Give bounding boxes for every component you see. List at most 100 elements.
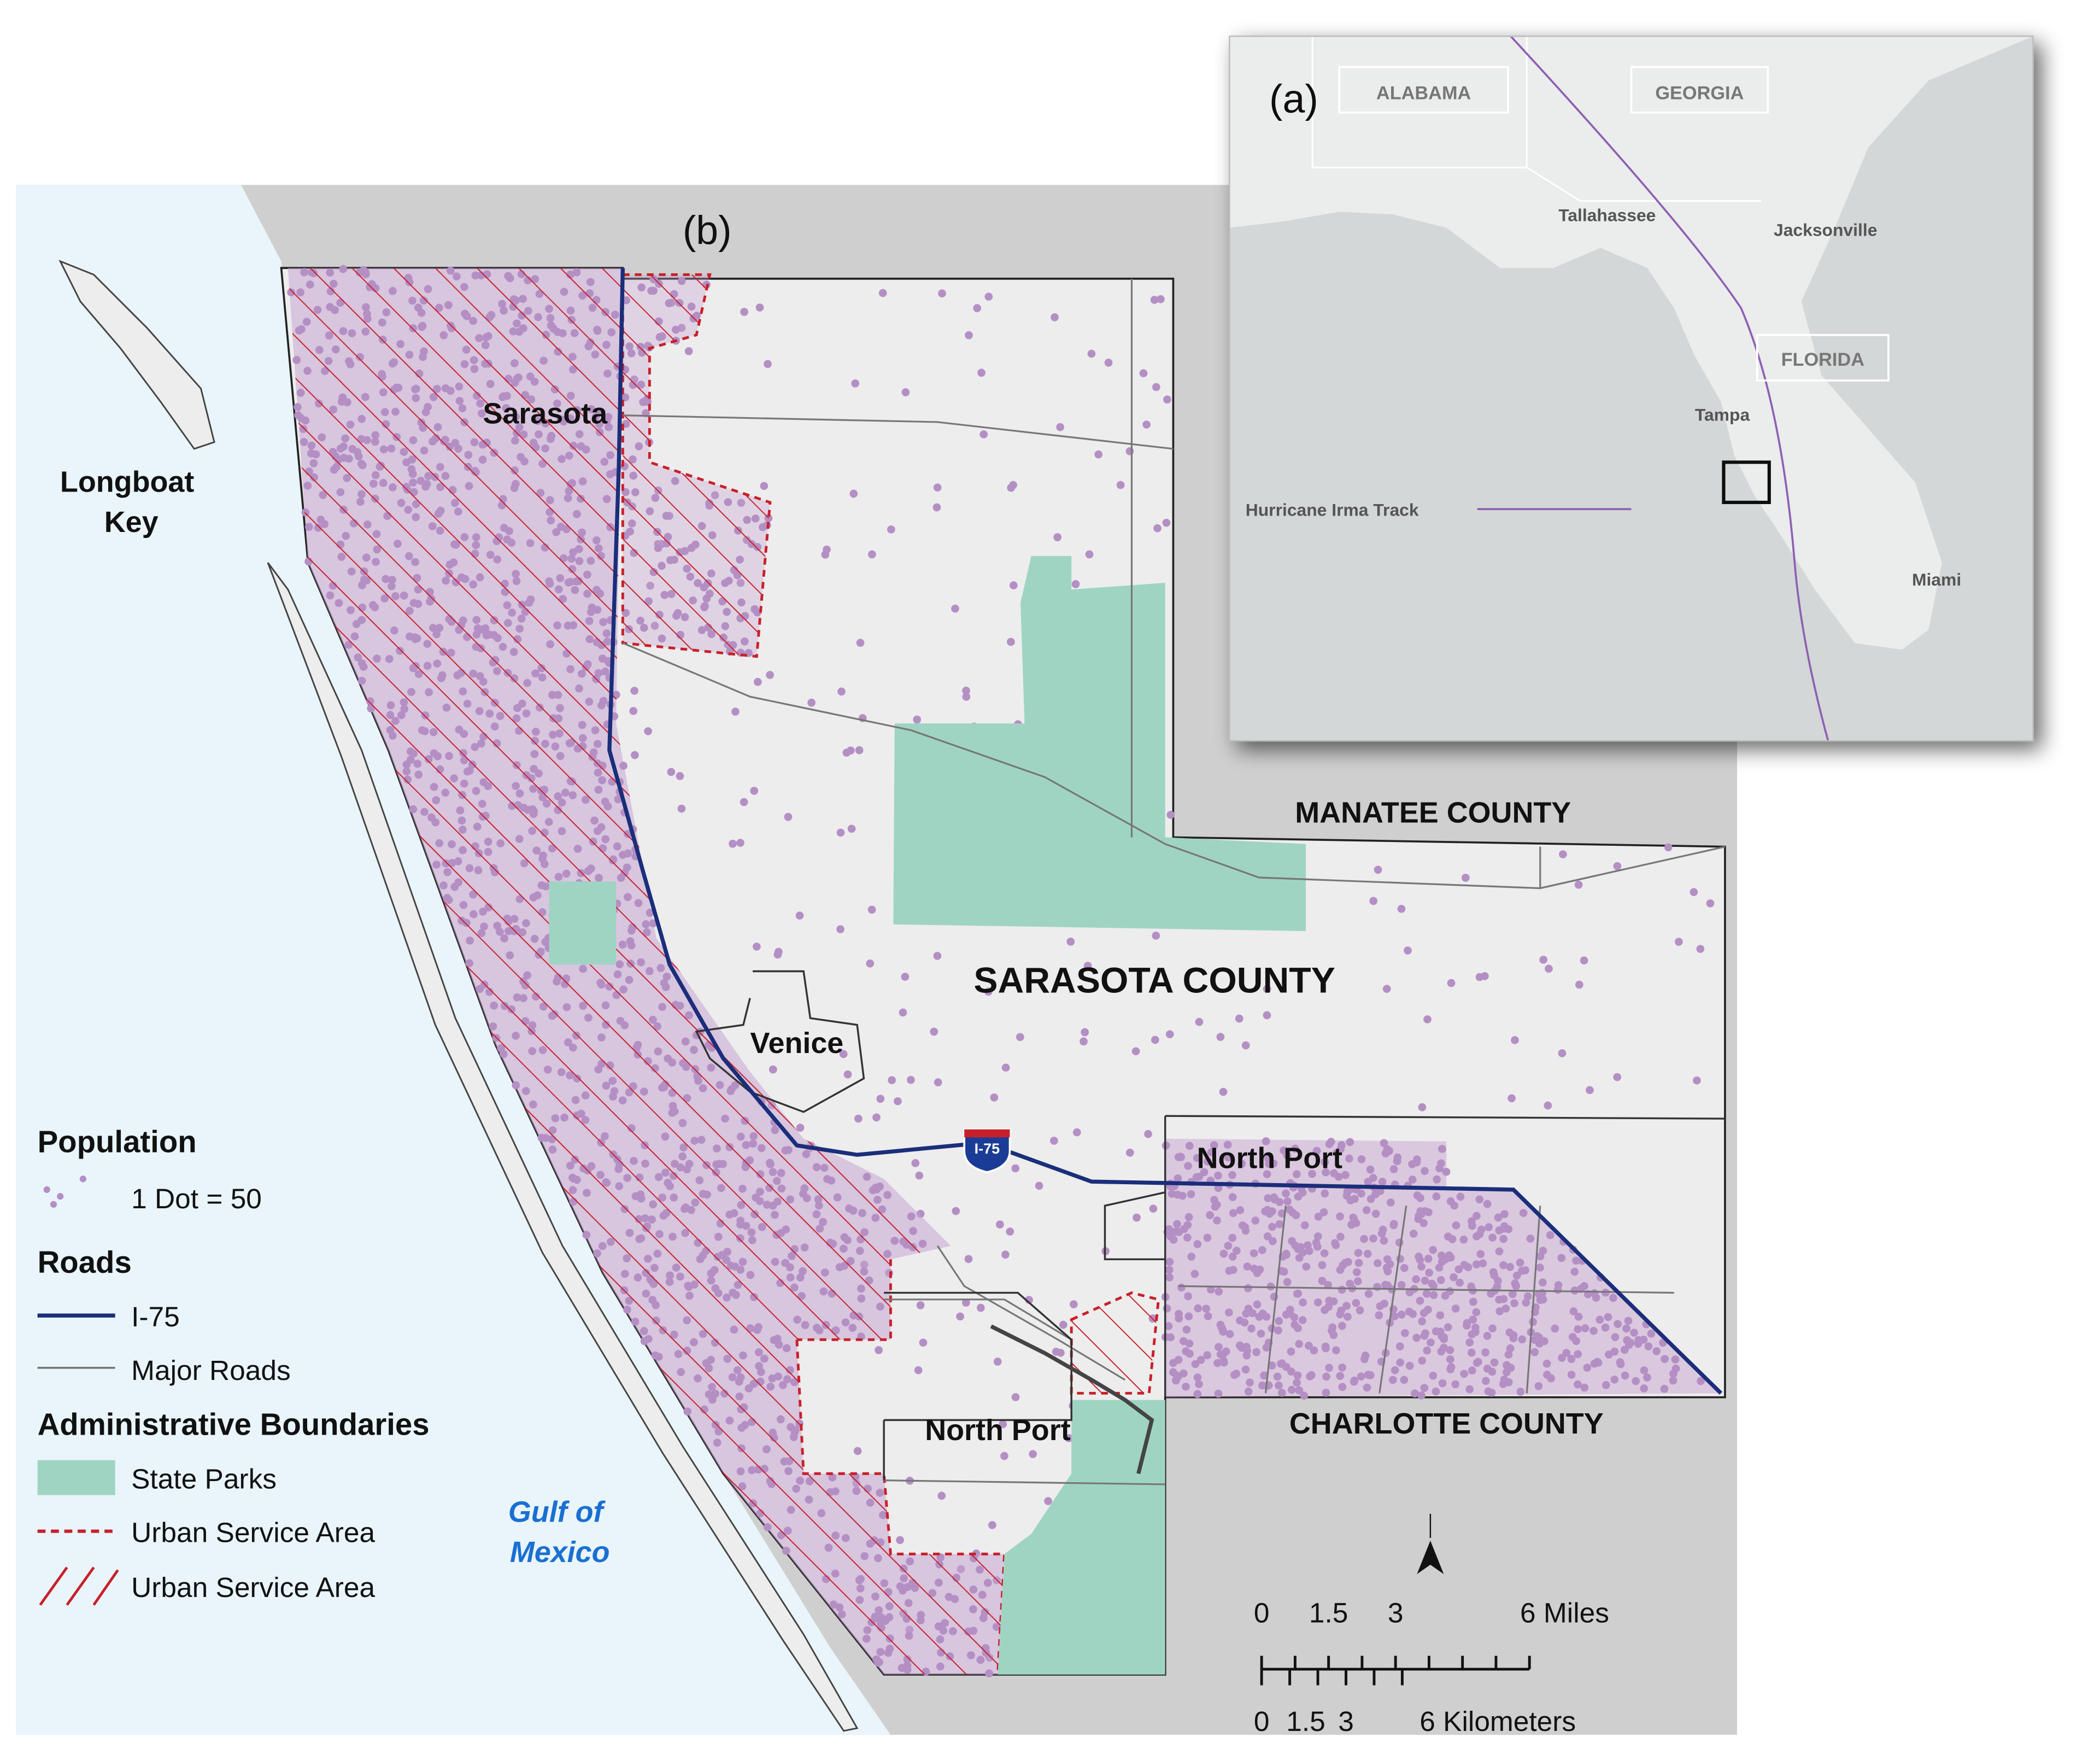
population-dot (836, 925, 844, 933)
legend-item: 1 Dot = 50 (131, 1183, 262, 1214)
legend-dot-symbol (43, 1175, 87, 1208)
population-dot (1590, 1359, 1599, 1368)
scale-label: 0 (1254, 1596, 1270, 1628)
population-dot (1357, 1155, 1366, 1163)
population-dot (1085, 550, 1094, 559)
population-dot (1275, 1198, 1284, 1207)
population-dot (901, 388, 910, 396)
inset-state-boxes (1338, 66, 1890, 382)
population-dot (1305, 1342, 1313, 1350)
population-dot (1001, 1063, 1010, 1072)
population-dot (1228, 1171, 1236, 1179)
boundary (884, 1291, 1072, 1421)
population-dot (1508, 1290, 1517, 1298)
population-dot (1203, 1351, 1212, 1360)
population-dot (1465, 1338, 1474, 1347)
population-dot (973, 304, 982, 312)
population-dot (1504, 1350, 1513, 1359)
population-dot (1580, 956, 1588, 965)
population-dot (1195, 1017, 1204, 1026)
population-dot (1173, 1220, 1181, 1228)
population-dot (1184, 1162, 1192, 1170)
population-dot (1144, 1130, 1152, 1138)
population-dot (1265, 1209, 1274, 1218)
legend-item: Urban Service Area (131, 1571, 375, 1603)
population-dot (676, 772, 684, 780)
population-dot (795, 911, 804, 920)
population-dot (911, 1159, 920, 1167)
major-road (936, 1245, 1126, 1381)
population-dot (1614, 1320, 1622, 1329)
urban-service-boundary (796, 1259, 892, 1341)
population-dot (1632, 1377, 1640, 1385)
city-label: Jacksonville (1774, 220, 1877, 239)
population-dot (1405, 1361, 1414, 1370)
population-dot (1283, 1278, 1292, 1286)
population-dot (644, 727, 653, 735)
population-dot (1011, 1164, 1020, 1173)
population-dot (1572, 1256, 1580, 1265)
population-dot (1202, 1304, 1211, 1313)
population-dot (1336, 1310, 1345, 1319)
population-dot (1236, 1341, 1244, 1350)
population-dot (1429, 1245, 1438, 1254)
population-dot (1446, 1197, 1455, 1206)
population-dot (1263, 1232, 1272, 1241)
population-dot (1185, 1339, 1194, 1348)
population-dot (1224, 1242, 1233, 1250)
population-dot (1490, 1358, 1499, 1367)
population-dot (1501, 1304, 1510, 1313)
population-dot (1182, 1347, 1190, 1356)
population-dot (1087, 349, 1096, 358)
population-dot (1224, 1153, 1232, 1162)
population-dot (1318, 1277, 1327, 1285)
population-dot (1442, 1167, 1451, 1176)
population-dot (1268, 1361, 1276, 1370)
place-label: North Port (925, 1414, 1070, 1447)
population-dot (1269, 1237, 1277, 1245)
state-label: GEORGIA (1655, 83, 1744, 103)
population-dot (1228, 1253, 1237, 1261)
scale-label: 3 (1388, 1596, 1404, 1628)
population-dot (1611, 1333, 1620, 1342)
water-label-line: Gulf of (508, 1496, 606, 1529)
population-dot (1184, 1312, 1193, 1321)
population-dot (1302, 1262, 1311, 1271)
population-dot (1435, 1263, 1444, 1272)
population-dot (1429, 1282, 1438, 1290)
population-dot (1373, 1283, 1381, 1291)
population-dot (1262, 1343, 1271, 1352)
population-dot (875, 1346, 883, 1354)
population-dot (1472, 1308, 1481, 1317)
population-dot (1319, 1208, 1328, 1216)
population-dot (784, 812, 793, 821)
state-park (998, 1400, 1165, 1675)
population-dot (1418, 1356, 1427, 1365)
population-dot (1447, 979, 1456, 987)
population-dot (1228, 1233, 1237, 1242)
population-dot (1215, 1343, 1223, 1352)
population-dot (1664, 843, 1673, 852)
legend-item: Major Roads (131, 1354, 291, 1386)
population-dot (1322, 1372, 1330, 1381)
population-dot (1225, 1330, 1234, 1338)
population-dot (1342, 1302, 1351, 1310)
population-dot (1165, 1225, 1174, 1233)
population-dot (1380, 1139, 1388, 1148)
population-dot (1488, 1324, 1497, 1333)
population-dot (1356, 1306, 1364, 1315)
population-dot (1328, 1323, 1337, 1332)
population-dot (1554, 1281, 1563, 1289)
population-dot (1411, 1389, 1419, 1397)
population-dot (901, 973, 910, 981)
population-dot (1157, 295, 1165, 303)
population-dot (1125, 447, 1134, 455)
population-dot (1071, 580, 1080, 588)
population-dot (965, 331, 973, 340)
population-dot (1616, 1360, 1625, 1368)
water-label-line: Mexico (510, 1536, 610, 1569)
population-dot (1282, 1311, 1290, 1319)
population-dot (1389, 1165, 1398, 1173)
population-dot (1361, 1352, 1370, 1360)
